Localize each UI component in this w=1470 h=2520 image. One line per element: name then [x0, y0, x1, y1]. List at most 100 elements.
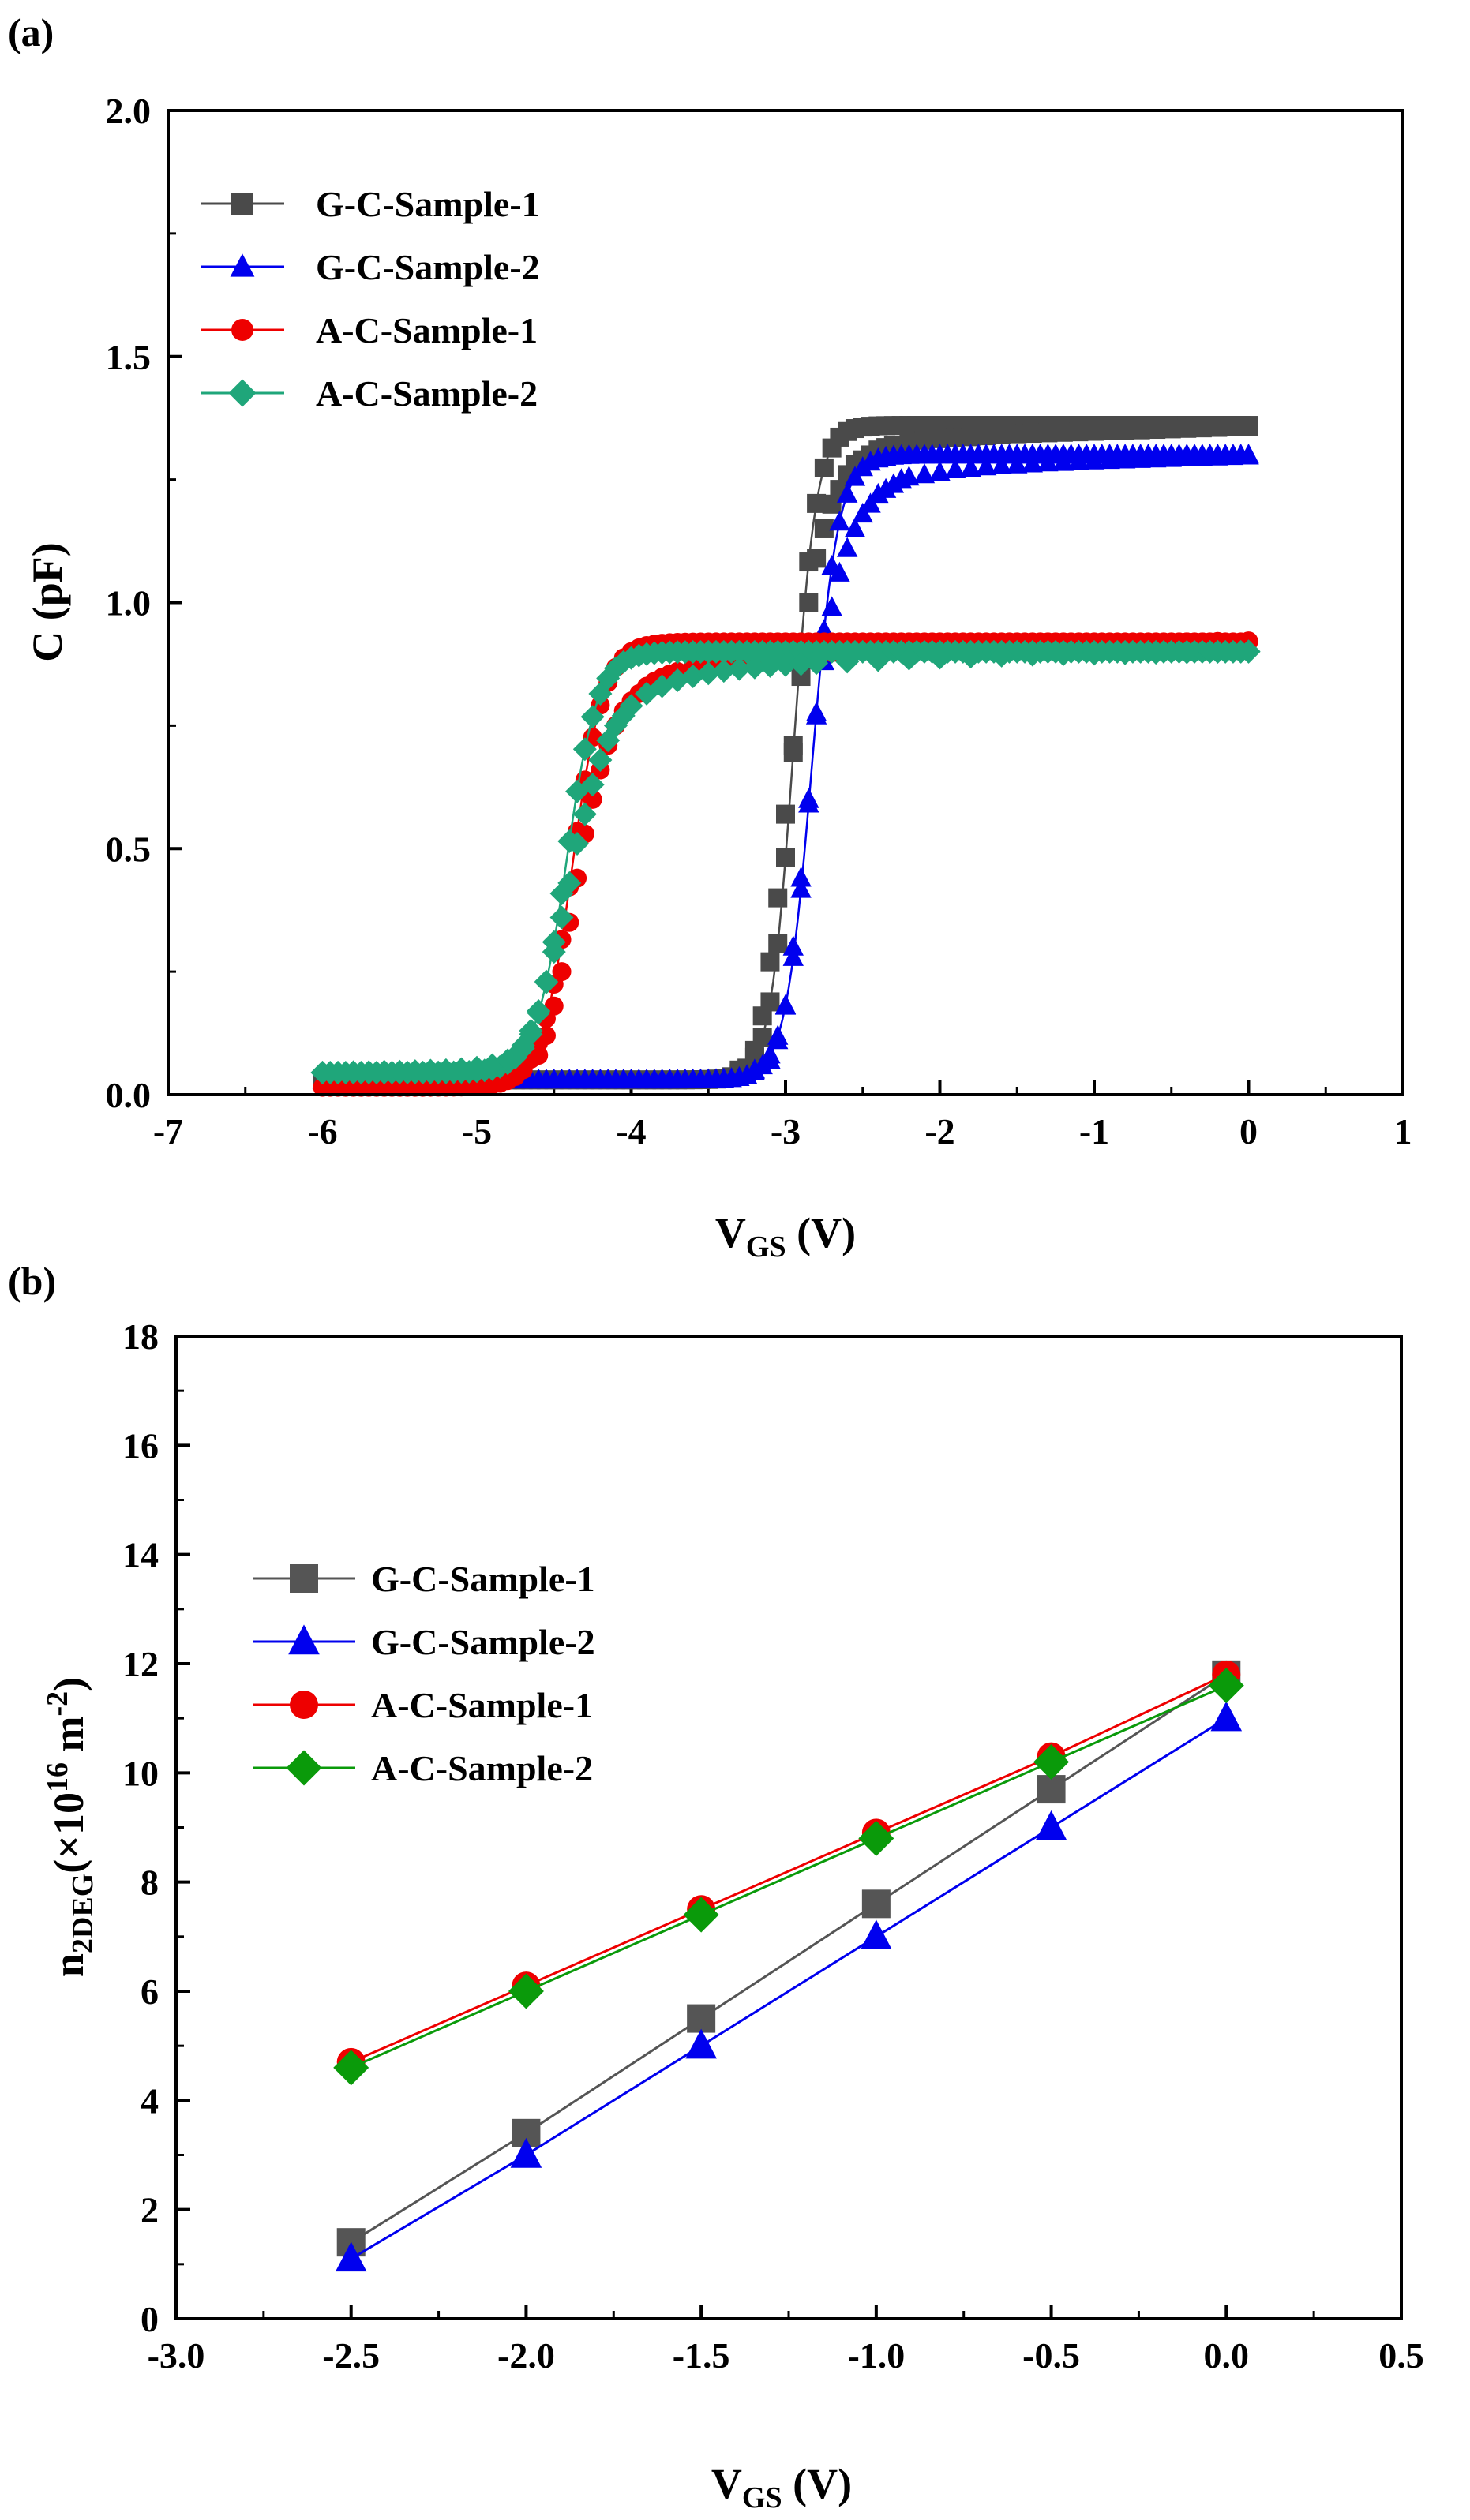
panel-a-data-point [742, 655, 767, 680]
panel-a-data-point [958, 645, 983, 669]
panel-a-data-point [759, 1048, 781, 1069]
panel-a-data-point [944, 458, 966, 478]
panel-a-plot-frame [167, 109, 1404, 1096]
panel-a-data-point [357, 1060, 381, 1084]
panel-a-label: (a) [8, 10, 54, 54]
panel-a-data-point [1083, 449, 1105, 470]
panel-a-data-point [1037, 451, 1059, 472]
panel-a-data-point [1175, 640, 1199, 665]
panel-a-data-point [929, 460, 951, 481]
panel-b-series-line [351, 1684, 1227, 2069]
panel-a-data-point [768, 934, 788, 953]
panel-a-data-point [549, 905, 574, 930]
panel-b-x-axis-title: VGS (V) [711, 2460, 852, 2514]
panel-a-data-point [696, 661, 721, 686]
panel-a-data-point [433, 1058, 458, 1082]
panel-b-y-tick-label: 4 [141, 2080, 159, 2121]
panel-a-data-point [1161, 447, 1182, 467]
panel-a-data-point [835, 650, 860, 674]
panel-a-series-2 [312, 444, 1259, 1089]
panel-b-x-tick-label: -0.5 [1022, 2335, 1080, 2376]
panel-a-x-tick-label: -1 [1079, 1111, 1109, 1151]
panel-b-series-2 [335, 1701, 1243, 2272]
panel-a-data-point [744, 1040, 764, 1060]
panel-a-data-point [774, 994, 797, 1015]
legend-label: G-C-Sample-2 [371, 1622, 595, 1662]
panel-a-data-point [790, 867, 812, 887]
panel-a-data-point [1068, 450, 1089, 470]
panel-a-data-point [529, 1046, 549, 1065]
panel-b-series-line [350, 1673, 1228, 2244]
panel-a-data-point [776, 848, 795, 867]
panel-a-data-point [782, 935, 804, 956]
legend-marker [231, 193, 253, 215]
panel-b-y-tick-label: 14 [122, 1535, 159, 1575]
panel-b-plot-frame [174, 1335, 1403, 2320]
panel-a-x-tick-label: -4 [616, 1111, 646, 1151]
panel-a-data-point [372, 1059, 396, 1084]
panel-a-data-point [534, 969, 558, 994]
panel-b-x-tick-label: 0.0 [1204, 2335, 1250, 2376]
panel-a-x-tick-label: -5 [462, 1111, 492, 1151]
panel-a-data-point [1052, 451, 1074, 471]
legend-label: A-C-Sample-2 [371, 1748, 593, 1788]
panel-b-data-point [683, 1897, 719, 1933]
panel-b-x-tick-label: -3.0 [148, 2335, 205, 2376]
panel-a-data-point [866, 648, 891, 672]
panel-b-x-tick-label: -2.5 [322, 2335, 380, 2376]
panel-a-y-tick-label: 1.5 [106, 337, 152, 377]
panel-a-data-point [1239, 417, 1258, 436]
panel-b-data-point [1035, 1810, 1067, 1840]
panel-a-data-point [767, 1029, 789, 1050]
panel-a-data-point [814, 458, 834, 477]
panel-b-series-line [350, 1717, 1228, 2260]
panel-a-data-point [619, 694, 643, 718]
panel-a-data-point [1020, 642, 1044, 667]
legend-label: G-C-Sample-2 [316, 247, 540, 287]
panel-b-y-tick-label: 2 [141, 2190, 159, 2230]
panel-b-data-point [1037, 1775, 1066, 1804]
panel-b-series-4 [333, 1668, 1244, 2086]
panel-a-data-point [681, 665, 705, 689]
panel-b-y-tick-label: 8 [141, 1863, 159, 1903]
panel-b-data-point [858, 1820, 894, 1856]
panel-a-data-point [989, 643, 1014, 668]
legend-label: G-C-Sample-1 [371, 1559, 595, 1599]
panel-a-data-point [557, 871, 582, 895]
panel-a-x-tick-label: -2 [924, 1111, 954, 1151]
panel-a-data-point [783, 736, 803, 755]
legend-label: G-C-Sample-1 [316, 184, 540, 224]
panel-a-x-tick-label: -6 [307, 1111, 337, 1151]
panel-a-data-point [821, 596, 842, 616]
panel-a-y-tick-label: 0.0 [106, 1075, 152, 1115]
panel-a-series-4 [310, 639, 1261, 1084]
panel-a-data-point [1191, 446, 1213, 466]
panel-a-data-point [1082, 642, 1106, 666]
panel-a-y-tick-label: 0.5 [106, 829, 152, 869]
panel-b-data-point [685, 2028, 717, 2059]
panel-a-data-point [588, 748, 613, 773]
panel-a-data-point [768, 888, 788, 908]
panel-b-x-tick-label: -2.0 [497, 2335, 555, 2376]
panel-b-y-tick-label: 0 [141, 2299, 159, 2339]
panel-a-data-point [774, 653, 797, 677]
legend-label: A-C-Sample-1 [316, 310, 538, 350]
legend-marker [288, 1624, 320, 1655]
panel-b-data-point [1208, 1668, 1244, 1704]
panel-a-y-tick-label: 2.0 [106, 91, 152, 131]
panel-b-y-axis-title: n2DEG(×1016 m-2) [41, 1677, 99, 1977]
legend-label: A-C-Sample-1 [371, 1685, 593, 1725]
panel-a-data-point [844, 517, 866, 537]
panel-a-data-point [829, 511, 850, 531]
panel-a-data-point [388, 1059, 412, 1084]
panel-a-data-point [837, 537, 858, 557]
panel-a-data-point [837, 482, 858, 503]
panel-b-x-tick-label: 0.5 [1378, 2335, 1424, 2376]
panel-a-data-point [552, 962, 572, 982]
panel-b-x-tick-label: -1.0 [847, 2335, 905, 2376]
legend-marker [228, 379, 257, 407]
panel-a-series-1 [313, 416, 1258, 1090]
panel-b-label: (b) [8, 1259, 56, 1303]
panel-a-data-point [1130, 447, 1151, 468]
